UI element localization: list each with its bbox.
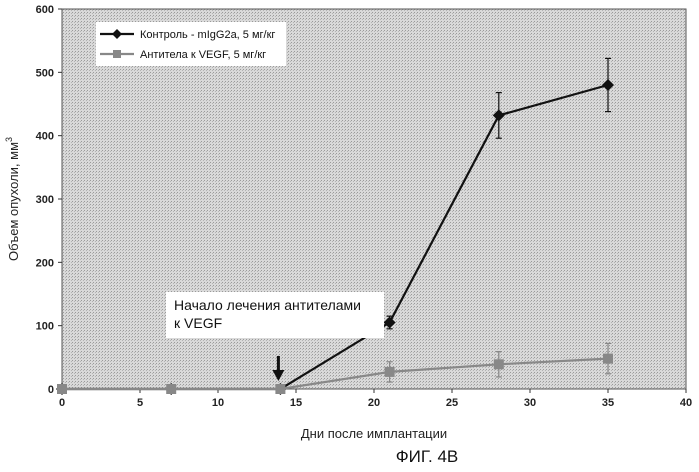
legend-label-control: Контроль - mIgG2a, 5 мг/кг (140, 29, 275, 41)
annotation-line-2: к VEGF (174, 315, 222, 331)
x-tick-label: 25 (446, 397, 458, 409)
data-point (57, 384, 67, 394)
x-tick-label: 40 (680, 397, 692, 409)
y-tick-label: 400 (36, 131, 54, 143)
legend-label-anti-vegf: Антитела к VEGF, 5 мг/кг (140, 49, 266, 61)
x-tick-label: 20 (368, 397, 380, 409)
data-point (275, 384, 285, 394)
x-tick-label: 35 (602, 397, 614, 409)
data-point (603, 354, 613, 364)
data-point (494, 359, 504, 369)
y-tick-label: 300 (36, 194, 54, 206)
y-axis-title-superscript: 3 (4, 137, 14, 142)
y-axis-title: Объем опухоли, мм3 (4, 137, 21, 261)
y-axis-ticks: 0 100 200 300 400 500 600 (36, 4, 62, 396)
figure-caption: ФИГ. 4B (396, 447, 459, 466)
legend-marker-anti-vegf (113, 50, 121, 58)
x-tick-label: 15 (290, 397, 302, 409)
x-tick-label: 5 (137, 397, 143, 409)
y-tick-label: 500 (36, 67, 54, 79)
y-tick-label: 0 (48, 384, 54, 396)
y-tick-label: 100 (36, 321, 54, 333)
x-axis-title: Дни после имплантации (301, 426, 447, 441)
legend: Контроль - mIgG2a, 5 мг/кг Антитела к VE… (96, 22, 286, 66)
x-tick-label: 10 (212, 397, 224, 409)
y-axis-title-main: Объем опухоли, мм (6, 142, 21, 261)
x-axis-ticks: 0 5 10 15 20 25 30 35 40 (59, 389, 692, 409)
data-point (166, 384, 176, 394)
y-tick-label: 600 (36, 4, 54, 16)
y-tick-label: 200 (36, 257, 54, 269)
x-tick-label: 0 (59, 397, 65, 409)
annotation-line-1: Начало лечения антителами (174, 297, 361, 313)
data-point (385, 367, 395, 377)
x-tick-label: 30 (524, 397, 536, 409)
